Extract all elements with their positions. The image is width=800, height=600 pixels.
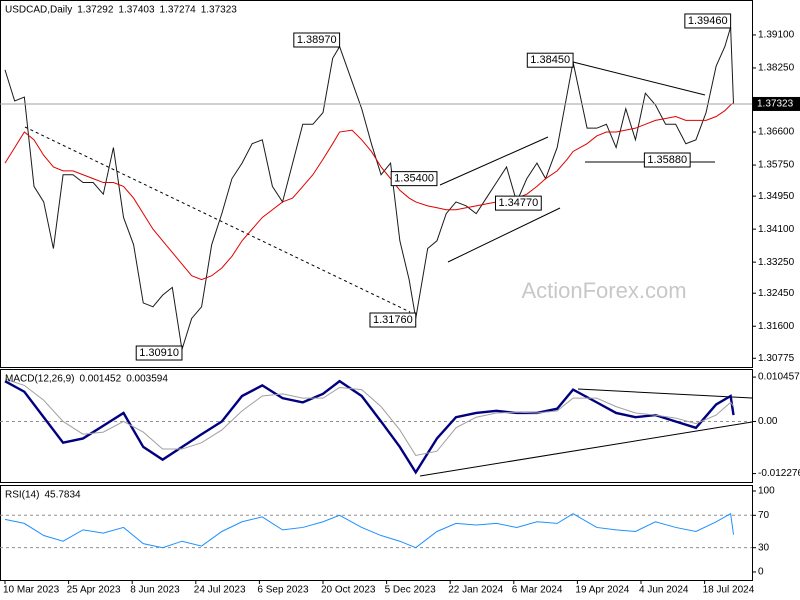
series-line: [4, 102, 734, 281]
panel-title: USDCAD,Daily: [5, 5, 72, 16]
x-tick-label: 20 Oct 2023: [321, 585, 376, 596]
annotation-label: 1.38970: [297, 34, 337, 46]
y-tick-label: 70: [758, 510, 770, 521]
trend-lines: [24, 61, 753, 477]
current-price-box: [753, 96, 800, 111]
current-price-label: 1.37323: [757, 99, 794, 110]
x-tick-label: 6 Sep 2023: [257, 585, 309, 596]
y-tick-label: 0.00: [758, 416, 778, 427]
trend-line: [419, 421, 753, 477]
x-tick-label: 8 Jun 2023: [130, 585, 180, 596]
trend-line: [447, 207, 561, 263]
y-tick-label: 1.34100: [758, 224, 795, 235]
ohlc-value: 1.37292: [77, 5, 114, 16]
annotation-label: 1.30910: [139, 347, 179, 359]
annotation-box: [135, 345, 183, 361]
y-tick-label: 30: [758, 542, 770, 553]
annotation-label: 1.35400: [394, 173, 434, 185]
y-tick-label: 100: [758, 486, 775, 497]
annotation-label: 1.31760: [373, 314, 413, 326]
x-tick-label: 24 Jul 2023: [194, 585, 246, 596]
series-line: [4, 378, 734, 456]
y-tick-label: 1.36600: [758, 127, 795, 138]
annotation: 1.35400: [390, 171, 438, 187]
y-tick-label: 1.38250: [758, 63, 795, 74]
annotation: 1.34770: [494, 195, 542, 211]
y-tick-label: 1.35750: [758, 160, 795, 171]
trend-line: [24, 126, 411, 313]
annotation: 1.38970: [293, 32, 341, 48]
y-tick-label: 1.32450: [758, 288, 795, 299]
annotation: 1.30910: [135, 345, 183, 361]
panel-frame: [0, 0, 753, 368]
x-tick-label: 19 Apr 2024: [575, 585, 629, 596]
x-tick-label: 25 Apr 2023: [67, 585, 121, 596]
panel-frame: [0, 369, 753, 483]
ohlc-value: 1.37323: [201, 5, 238, 16]
x-tick-label: 18 Jul 2024: [703, 585, 755, 596]
ohlc-value: 1.37403: [118, 5, 155, 16]
x-tick-label: 5 Dec 2023: [385, 585, 437, 596]
y-tick-label: -0.012276: [758, 468, 800, 479]
ohlc-value: 1.37274: [160, 5, 197, 16]
y-tick-label: 1.30775: [758, 353, 795, 364]
indicator-reading: 45.7834: [44, 490, 81, 501]
trend-line: [439, 136, 549, 186]
y-tick-label: 1.31600: [758, 321, 795, 332]
annotation-label: 1.34770: [498, 197, 538, 209]
annotation-label: 1.39460: [688, 15, 728, 27]
annotation-label: 1.35880: [647, 154, 687, 166]
y-tick-label: 1.39100: [758, 30, 795, 41]
annotation-box: [369, 312, 417, 328]
panel-title: MACD(12,26,9): [5, 374, 74, 385]
indicator-reading: 0.001452: [79, 374, 121, 385]
y-tick-label: 0: [758, 567, 764, 578]
annotation: 1.35880: [643, 152, 691, 168]
indicator-reading: 0.003594: [126, 374, 168, 385]
annotation: 1.31760: [369, 312, 417, 328]
annotation-box: [684, 13, 732, 29]
x-tick-label: 10 Mar 2023: [3, 585, 60, 596]
series-line: [4, 379, 735, 475]
annotation-box: [494, 195, 542, 211]
y-tick-label: 1.34950: [758, 191, 795, 202]
trend-line: [577, 388, 753, 399]
annotation: 1.39460: [684, 13, 732, 29]
annotation-box: [643, 152, 691, 168]
x-tick-label: 6 Mar 2024: [512, 585, 563, 596]
annotation: 1.38450: [526, 52, 574, 68]
watermark: ActionForex.com: [521, 278, 686, 303]
y-tick-label: 1.33250: [758, 257, 795, 268]
series-line: [4, 512, 735, 549]
annotation-label: 1.38450: [530, 54, 570, 66]
annotation-box: [293, 32, 341, 48]
x-tick-label: 4 Jun 2024: [639, 585, 689, 596]
panel-frame: [0, 485, 753, 581]
trend-line: [572, 61, 706, 96]
annotation-box: [526, 52, 574, 68]
y-tick-label: 0.010457: [758, 372, 800, 383]
annotation-box: [390, 171, 438, 187]
x-tick-label: 22 Jan 2024: [448, 585, 503, 596]
panel-title: RSI(14): [5, 490, 39, 501]
